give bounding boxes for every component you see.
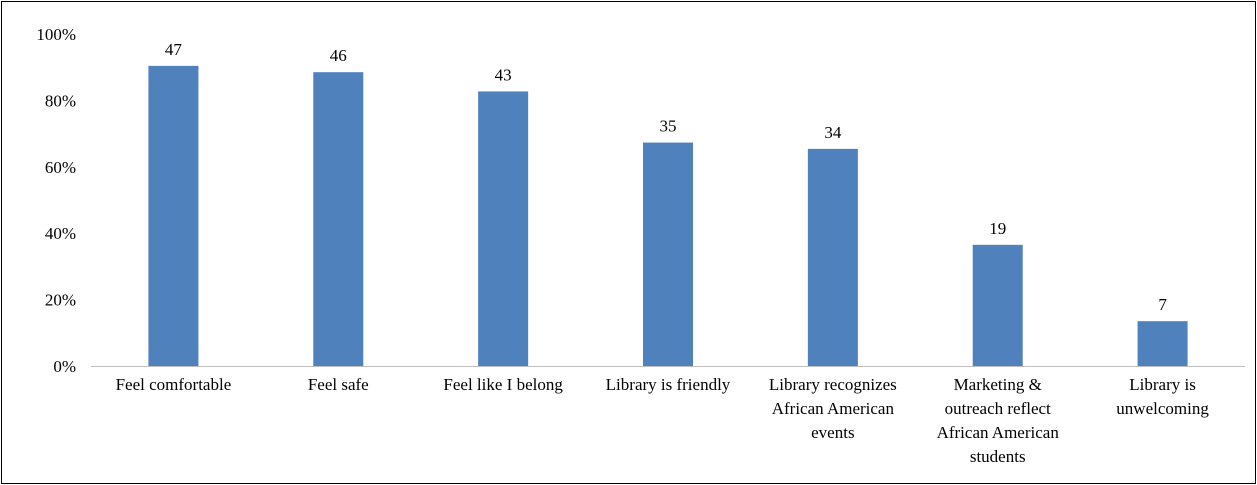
bar [313,72,364,367]
y-axis: 0% 20% 40% 60% 80% 100% [36,25,76,376]
category-label: Library is unwelcoming [1116,375,1209,418]
y-tick-label: 0% [53,357,76,376]
category-label-line: Feel like I belong [443,375,563,394]
bar [643,142,693,366]
data-label: 47 [165,40,183,59]
data-label: 46 [330,46,347,65]
category-label-line: outreach reflect [945,399,1051,418]
data-label: 19 [989,219,1006,238]
data-label: 7 [1158,295,1167,314]
category-label: Marketing & outreach reflect African Ameri… [937,375,1060,466]
bars: 47 46 43 35 34 19 7 [148,40,1188,367]
data-label: 34 [824,123,842,142]
y-tick-label: 100% [36,25,76,44]
category-label-line: unwelcoming [1116,399,1209,418]
y-tick-label: 40% [45,224,76,243]
category-label-line: Library is [1129,375,1196,394]
bar [972,244,1023,366]
category-label-line: Library recognizes [769,375,897,394]
category-label-line: Feel safe [308,375,369,394]
bar [1137,321,1188,366]
category-label-line: students [970,447,1026,466]
x-axis: Feel comfortable Feel safe Feel like I bel… [91,366,1245,466]
category-label-line: events [811,423,854,442]
category-label-line: African American [937,423,1060,442]
category-label-line: Library is friendly [606,375,731,394]
data-label: 43 [495,65,512,84]
category-label: Feel safe [308,375,369,394]
y-tick-label: 60% [45,158,76,177]
bar [807,148,858,366]
data-label: 35 [660,117,677,136]
y-tick-label: 20% [45,291,76,310]
category-label: Library recognizes African American events [769,375,897,442]
category-label-line: African American [772,399,895,418]
category-label: Feel like I belong [443,375,563,394]
category-label-line: Marketing & [954,375,1042,394]
bar [478,91,529,366]
category-label: Feel comfortable [116,375,232,394]
category-label-line: Feel comfortable [116,375,232,394]
category-label: Library is friendly [606,375,731,394]
bar [148,65,199,366]
y-tick-label: 80% [45,91,76,110]
